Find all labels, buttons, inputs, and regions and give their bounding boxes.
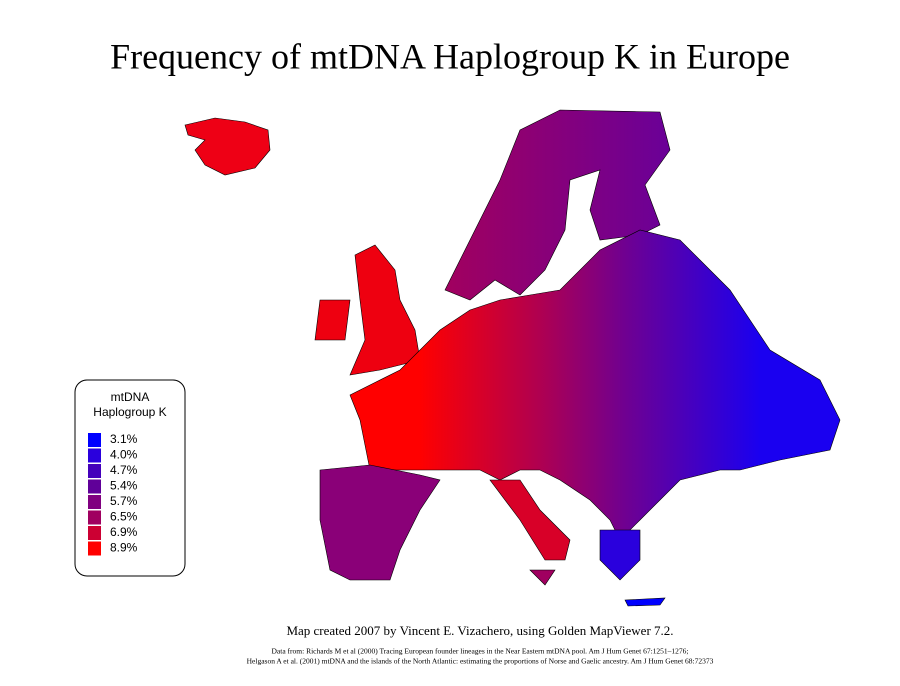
map bbox=[184, 109, 841, 607]
legend-swatch bbox=[88, 510, 101, 525]
credit: Map created 2007 by Vincent E. Vizachero… bbox=[286, 623, 673, 638]
legend-title: mtDNA bbox=[111, 390, 150, 404]
italy bbox=[489, 479, 571, 561]
greece bbox=[599, 529, 641, 581]
sicily bbox=[529, 569, 556, 586]
legend-swatch bbox=[88, 541, 101, 556]
legend-swatch bbox=[88, 479, 101, 494]
legend-swatch bbox=[88, 526, 101, 540]
legend-swatch bbox=[88, 495, 101, 509]
legend-label: 5.7% bbox=[110, 494, 138, 508]
legend-label: 4.0% bbox=[110, 448, 138, 462]
legend-label: 3.1% bbox=[110, 432, 138, 446]
source: Data from: Richards M et al (2000) Traci… bbox=[272, 647, 689, 656]
legend-label: 5.4% bbox=[110, 479, 138, 493]
scandinavia bbox=[444, 109, 671, 301]
legend-swatch bbox=[88, 448, 101, 463]
legend-swatch bbox=[88, 464, 101, 478]
iceland bbox=[184, 117, 271, 176]
legend-box bbox=[74, 379, 186, 577]
legend-label: 6.9% bbox=[110, 525, 138, 539]
title: Frequency of mtDNA Haplogroup K in Europ… bbox=[110, 36, 790, 76]
legend-label: 6.5% bbox=[110, 510, 138, 524]
ireland bbox=[314, 299, 351, 341]
legend-swatch bbox=[88, 433, 101, 447]
legend-label: 8.9% bbox=[110, 541, 138, 555]
crete bbox=[624, 597, 666, 607]
great-britain bbox=[349, 244, 421, 376]
legend-label: 4.7% bbox=[110, 463, 138, 477]
legend-title: Haplogroup K bbox=[93, 405, 166, 419]
mainland bbox=[349, 229, 841, 541]
iberia bbox=[319, 464, 441, 581]
source: Helgason A et al. (2001) mtDNA and the i… bbox=[247, 657, 714, 666]
